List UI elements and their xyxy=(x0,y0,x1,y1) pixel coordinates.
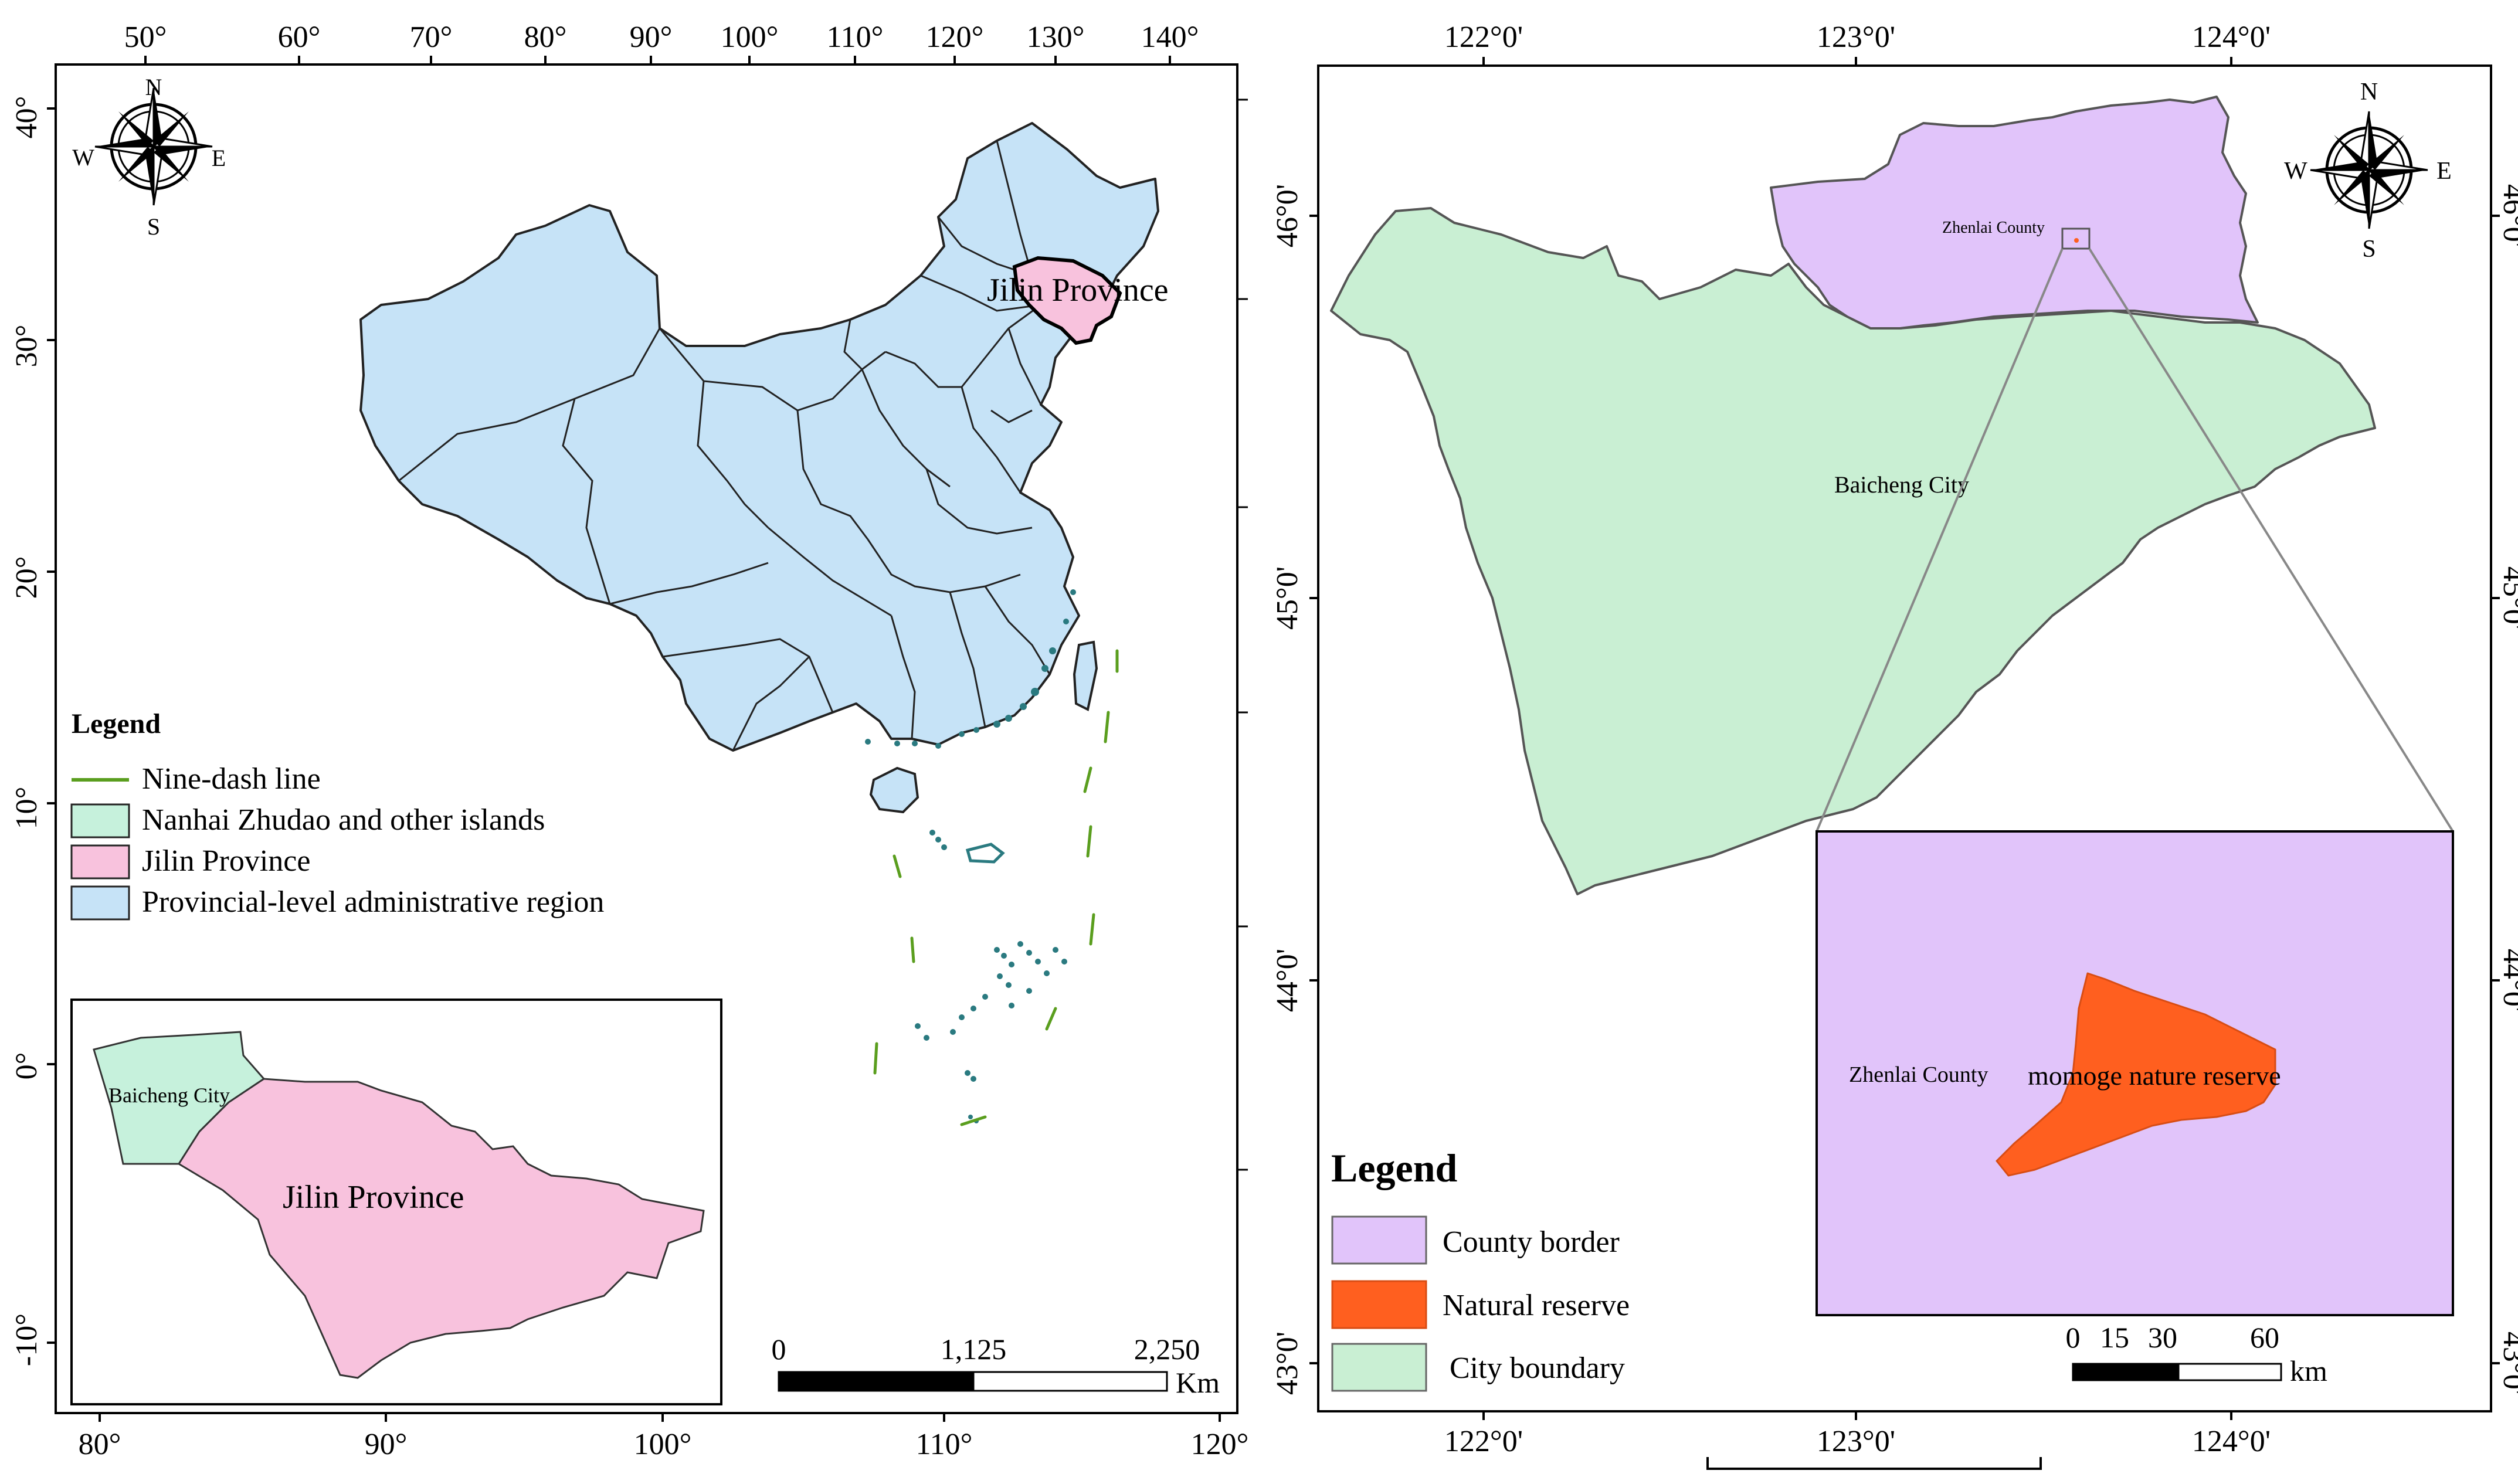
scale-tick: 30 xyxy=(2148,1321,2177,1354)
inset-baicheng-label: Baicheng City xyxy=(108,1084,230,1107)
lon-label-top: 140° xyxy=(1141,21,1199,54)
compass-e: E xyxy=(2436,158,2452,185)
lon-label-top: 80° xyxy=(524,21,567,54)
lon-label-bottom: 123°0' xyxy=(1817,1425,1895,1458)
scale-tick: 1,125 xyxy=(941,1333,1007,1366)
lon-label-top: 70° xyxy=(410,21,453,54)
baicheng-city-label: Baicheng City xyxy=(1834,471,1969,498)
legend-swatch-county xyxy=(1331,1215,1427,1265)
legend-label: Nanhai Zhudao and other islands xyxy=(142,803,545,837)
lon-label-bottom: 90° xyxy=(365,1428,408,1461)
legend-title: Legend xyxy=(1331,1146,1458,1190)
left-legend: Legend Nine-dash line Nanhai Zhudao and … xyxy=(70,708,604,921)
legend-label: Nine-dash line xyxy=(142,762,321,796)
legend-swatch-jilin xyxy=(70,844,130,879)
lon-label-top: 100° xyxy=(721,21,779,54)
lon-label-bottom: 122°0' xyxy=(1444,1425,1523,1458)
scale-tick: 0 xyxy=(772,1333,786,1366)
zhenlai-county-label: Zhenlai County xyxy=(1942,219,2045,237)
scale-tick: 2,250 xyxy=(1134,1333,1200,1366)
legend-swatch-reserve xyxy=(1331,1280,1427,1329)
legend-label: Natural reserve xyxy=(1443,1289,1630,1322)
lat-label-left: 40° xyxy=(10,96,43,139)
hainan-island xyxy=(869,766,919,814)
lat-label-left: 44°0' xyxy=(1271,949,1304,1012)
lon-label-bottom: 120° xyxy=(1191,1428,1249,1461)
lon-label-top: 50° xyxy=(124,21,167,54)
lat-label-left: 46°0' xyxy=(1271,184,1304,247)
left-inset: Baicheng City Jilin Province xyxy=(70,999,722,1405)
inset-jilin xyxy=(177,1078,705,1379)
lat-label-right: 44°0' xyxy=(2497,949,2518,1012)
lon-label-top: 124°0' xyxy=(2192,21,2271,54)
legend-label: City boundary xyxy=(1450,1351,1625,1385)
compass-n: N xyxy=(2360,79,2378,106)
zhenlai-county-area xyxy=(1770,96,2259,330)
lon-label-top: 120° xyxy=(926,21,984,54)
inset-leader-lines xyxy=(1815,247,2454,833)
legend-label: Jilin Province xyxy=(142,844,310,878)
lat-label-left: 43°0' xyxy=(1271,1332,1304,1395)
nine-dash-line xyxy=(873,649,1119,1126)
lon-label-bottom: 100° xyxy=(634,1428,692,1461)
lon-label-top: 123°0' xyxy=(1817,21,1895,54)
lon-label-bottom: 80° xyxy=(79,1428,121,1461)
lat-label-right: 45°0' xyxy=(2497,566,2518,630)
legend-swatch-islands xyxy=(70,803,130,838)
lat-label-left: 20° xyxy=(10,556,43,599)
reserve-label: momoge nature reserve xyxy=(2028,1061,2281,1091)
lon-label-top: 122°0' xyxy=(1444,21,1523,54)
bottom-bracket xyxy=(1706,1457,2042,1470)
lat-label-right: 46°0' xyxy=(2497,184,2518,247)
left-map: 50° 60° 70° 80° 90° 100° 110° 120° 130° … xyxy=(10,21,1248,1461)
lat-label-right: 43°0' xyxy=(2497,1332,2518,1395)
baicheng-city-area xyxy=(1330,207,2376,895)
scale-unit: Km xyxy=(1176,1366,1220,1399)
lon-label-top: 90° xyxy=(630,21,673,54)
scale-tick: 0 xyxy=(2066,1321,2081,1354)
right-map: 122°0' 123°0' 124°0' 46°0' 45°0' 44°0' 4… xyxy=(1271,21,2518,1470)
inset-jilin-label: Jilin Province xyxy=(283,1179,464,1215)
compass-n: N xyxy=(145,74,162,100)
right-legend: Legend County border Natural reserve Cit… xyxy=(1331,1146,1630,1392)
lon-label-top: 60° xyxy=(278,21,321,54)
nanhai-islands xyxy=(915,830,1067,1123)
scale-tick: 15 xyxy=(2100,1321,2129,1354)
inset-county-label: Zhenlai County xyxy=(1849,1062,1988,1087)
compass-s: S xyxy=(147,213,160,240)
lat-label-left: 45°0' xyxy=(1271,566,1304,630)
legend-swatch-city xyxy=(1331,1343,1427,1392)
legend-swatch-provincial xyxy=(70,885,130,921)
lat-label-left: 10° xyxy=(10,787,43,830)
reserve-locator-box xyxy=(2061,227,2091,250)
compass-w: W xyxy=(72,144,94,171)
momoge-reserve xyxy=(1996,972,2276,1177)
left-scale-bar: 0 1,125 2,250 Km xyxy=(772,1333,1220,1399)
scale-unit: km xyxy=(2290,1354,2327,1387)
lon-label-bottom: 110° xyxy=(916,1428,973,1461)
lat-label-left: 30° xyxy=(10,325,43,368)
compass-s: S xyxy=(2362,236,2376,263)
jilin-province-label: Jilin Province xyxy=(987,272,1169,308)
scale-tick: 60 xyxy=(2250,1321,2279,1354)
legend-label: Provincial-level administrative region xyxy=(142,885,604,919)
jilin-highlight xyxy=(1012,256,1122,345)
lon-label-top: 130° xyxy=(1027,21,1085,54)
china-map: Jilin Province xyxy=(359,122,1169,1126)
lat-label-left: 0° xyxy=(10,1052,43,1080)
lon-label-bottom: 124°0' xyxy=(2192,1425,2271,1458)
legend-label: County border xyxy=(1443,1225,1620,1259)
lat-label-left: -10° xyxy=(10,1313,43,1366)
taiwan-island xyxy=(1073,640,1098,711)
legend-title: Legend xyxy=(72,708,161,739)
lon-label-top: 110° xyxy=(827,21,884,54)
right-inset: Zhenlai County momoge nature reserve xyxy=(1815,830,2454,1316)
compass-e: E xyxy=(212,145,226,171)
compass-w: W xyxy=(2284,158,2307,185)
right-scale-bar: 0 15 30 60 km xyxy=(2066,1321,2328,1387)
